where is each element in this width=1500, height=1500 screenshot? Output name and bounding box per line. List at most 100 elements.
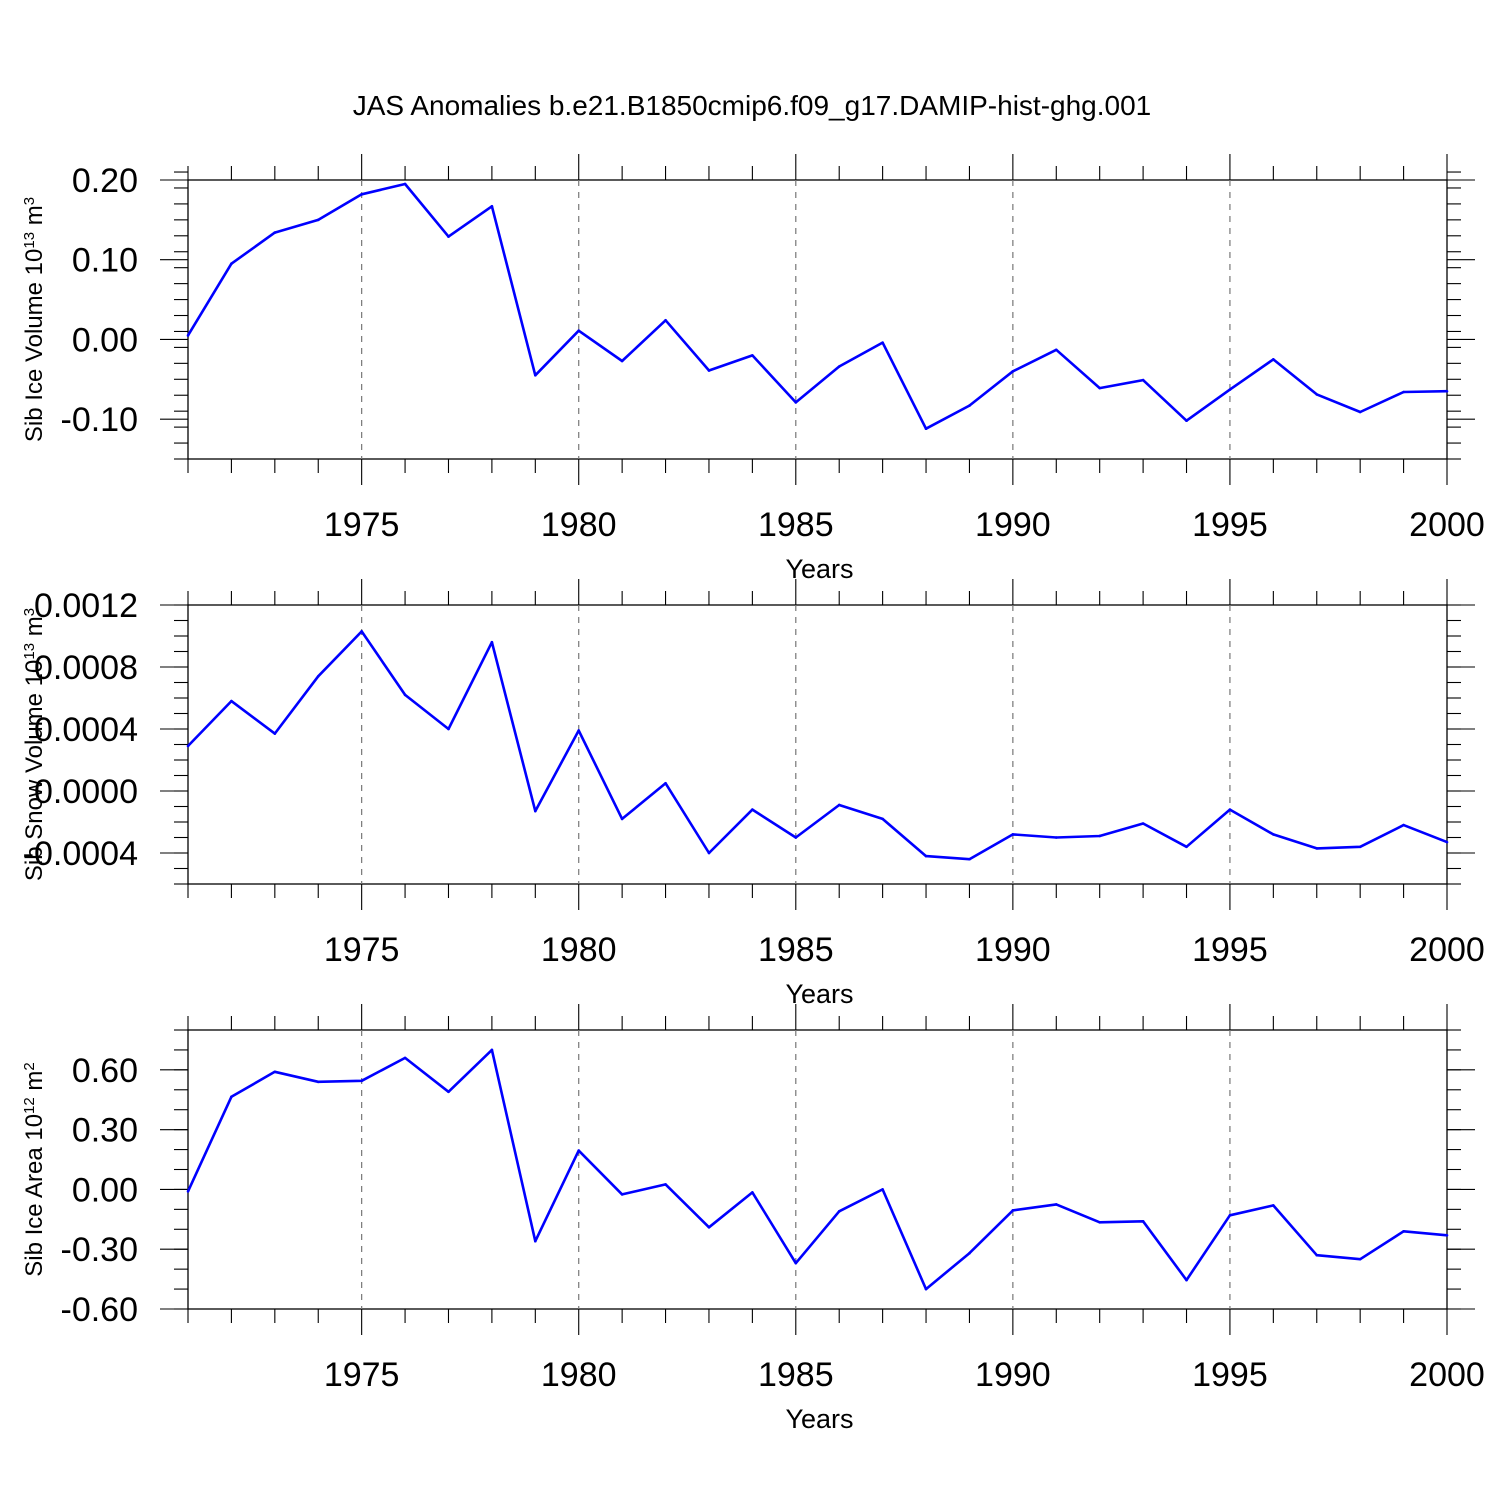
data-point [1141, 1220, 1145, 1223]
plot-frame [187, 604, 1448, 885]
data-point [1054, 836, 1058, 839]
data-point [707, 369, 711, 372]
data-point [794, 836, 798, 839]
data-point [1228, 1214, 1232, 1217]
data-point [1272, 358, 1275, 361]
data-point [837, 365, 841, 368]
x-tick-label: 1985 [758, 506, 834, 544]
y-tick-label: 0.30 [72, 1112, 138, 1150]
x-tick-label: 2000 [1409, 931, 1485, 969]
data-point [403, 1056, 407, 1060]
data-point [620, 359, 624, 363]
y-tick-label: 0.0000 [34, 773, 138, 811]
x-tick-label: 1985 [758, 1356, 834, 1394]
data-point [403, 182, 407, 186]
data-line [187, 630, 1448, 861]
y-tick-label: -0.10 [61, 401, 139, 439]
data-point [186, 744, 190, 748]
data-point [1098, 834, 1101, 838]
data-point [534, 809, 537, 813]
data-point [1358, 1257, 1362, 1261]
data-point [881, 1188, 884, 1191]
data-point [751, 808, 754, 811]
data-point [1011, 1209, 1015, 1212]
data-point [230, 262, 233, 266]
x-axis-label: Years [785, 554, 853, 584]
x-tick-label: 1990 [975, 1356, 1051, 1394]
y-axis-label: Sib Ice Volume 1013 m3 [21, 197, 49, 442]
x-tick-label: 1975 [324, 1356, 400, 1394]
panel-2: 1975 1980 1985 1990 1995 2000 Years 0.0012 0.000… [21, 579, 1485, 1009]
data-point [1098, 386, 1101, 390]
chart-title: JAS Anomalies b.e21.B1850cmip6.f09_g17.D… [353, 90, 1151, 121]
data-point [447, 1090, 450, 1094]
data-point [1228, 388, 1232, 391]
data-point [316, 218, 320, 222]
y-tick-label: 0.0008 [34, 649, 138, 687]
data-point [751, 354, 754, 357]
x-tick-label: 1975 [324, 506, 400, 544]
data-point [664, 1183, 667, 1186]
data-point [273, 732, 277, 735]
data-point [1185, 1278, 1188, 1282]
x-tick-label: 1990 [975, 506, 1051, 544]
data-point [881, 817, 884, 821]
data-point [794, 401, 798, 404]
data-point [1315, 847, 1319, 850]
x-tick-label: 1995 [1192, 931, 1268, 969]
y-tick-label: 0.20 [72, 162, 138, 200]
x-tick-label: 1985 [758, 931, 834, 969]
data-point [664, 781, 667, 785]
data-point [881, 341, 884, 344]
x-tick-label: 1975 [324, 931, 400, 969]
data-point [447, 235, 450, 238]
data-point [360, 630, 363, 633]
data-point [1011, 370, 1015, 373]
panel-1: 1975 1980 1985 1990 1995 2000 Years 0.20 0.10 0.0… [21, 154, 1485, 584]
data-point [1358, 410, 1362, 414]
y-tick-label: -0.30 [61, 1231, 139, 1269]
data-point [707, 1225, 711, 1229]
x-tick-label: 1995 [1192, 1356, 1268, 1394]
data-point [1272, 833, 1275, 836]
data-point [794, 1261, 798, 1265]
data-point [1402, 390, 1405, 394]
data-point [447, 727, 450, 731]
data-point [1358, 845, 1362, 849]
data-point [360, 1079, 363, 1083]
x-tick-label: 2000 [1409, 1356, 1485, 1394]
y-tick-label: -0.60 [61, 1291, 139, 1329]
x-tick-label: 1995 [1192, 506, 1268, 544]
data-point [1185, 845, 1188, 849]
data-point [1315, 1253, 1319, 1257]
data-point [1054, 1203, 1058, 1206]
panel-3: 1975 1980 1985 1990 1995 2000 Years 0.60 0.30 0.0… [21, 1004, 1485, 1434]
data-point [968, 1251, 971, 1255]
data-point [273, 231, 277, 234]
y-axis-label: Sib Ice Area 1012 m2 [21, 1062, 49, 1276]
data-line [186, 182, 1448, 431]
data-point [1315, 393, 1319, 396]
data-point [230, 699, 233, 703]
data-point [360, 193, 363, 196]
data-line [186, 1048, 1448, 1291]
data-point [1011, 833, 1015, 836]
x-tick-label: 2000 [1409, 506, 1485, 544]
data-point [620, 1193, 624, 1196]
data-point [316, 1080, 320, 1084]
data-point [186, 334, 190, 337]
data-point [534, 1239, 537, 1243]
data-point [751, 1191, 754, 1194]
x-tick-label: 1980 [541, 931, 617, 969]
data-point [1445, 1233, 1449, 1237]
data-point [490, 1048, 494, 1052]
data-point [1445, 389, 1449, 393]
data-point [924, 427, 928, 431]
plot-frame [187, 179, 1448, 460]
data-point [316, 675, 320, 678]
x-tick-label: 1980 [541, 506, 617, 544]
data-point [1445, 840, 1449, 844]
data-point [273, 1070, 277, 1074]
y-tick-label: 0.10 [72, 242, 138, 280]
data-point [490, 205, 494, 208]
